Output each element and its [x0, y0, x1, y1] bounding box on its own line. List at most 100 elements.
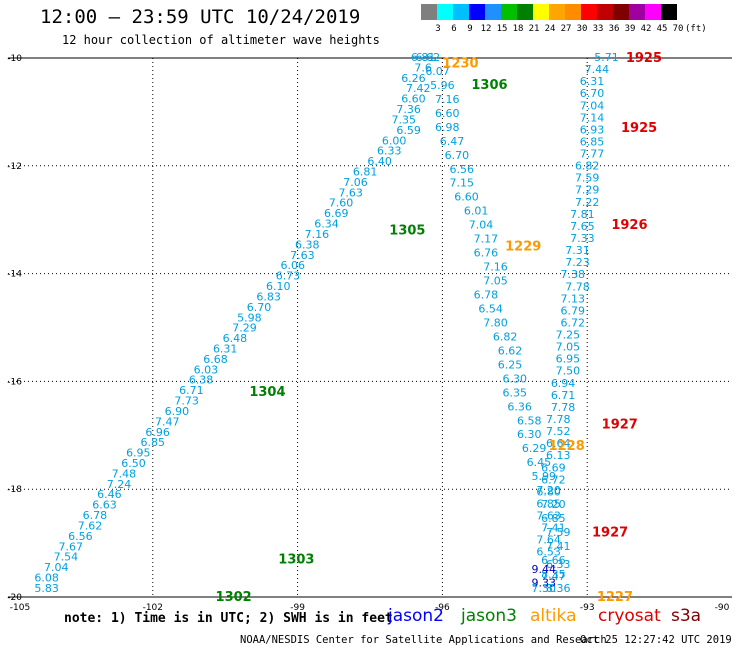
scale-label: (ft) [685, 24, 707, 34]
wave-height-label: 6.70 [580, 87, 605, 100]
x-tick-label: -102 [143, 603, 163, 613]
wave-height-label: 7.50 [556, 365, 581, 378]
wave-height-label: 6.90 [165, 405, 190, 418]
wave-height-label: 7.63 [290, 249, 315, 262]
wave-height-label: 7.30 [532, 582, 557, 595]
pass-time-label: 1303 [278, 552, 314, 567]
wave-height-label: 7.38 [560, 268, 585, 281]
wave-height-label: 6.60 [454, 191, 479, 204]
wave-height-label: 7.73 [174, 395, 199, 408]
wave-height-label: 6.66 [541, 554, 566, 567]
wave-height-label: 7.22 [575, 196, 600, 209]
wave-height-label: 7.16 [435, 93, 460, 106]
wave-height-label: 6.95 [126, 447, 151, 460]
wave-height-label: 7.59 [546, 526, 571, 539]
wave-height-label: 6.98 [435, 121, 460, 134]
x-tick-label: -99 [290, 603, 305, 613]
wave-height-label: 5.83 [34, 582, 59, 595]
scale-swatch [453, 4, 469, 20]
pass-time-label: 1304 [249, 385, 285, 400]
wave-height-label: 6.85 [536, 497, 561, 510]
wave-height-label: 7.65 [570, 220, 595, 233]
scale-label: 45 [656, 24, 668, 34]
wave-height-label: 6.03 [194, 363, 219, 376]
pass-time-label: 1229 [505, 240, 541, 255]
wave-height-label: 6.60 [435, 107, 460, 120]
credit-line: NOAA/NESDIS Center for Satellite Applica… [240, 634, 607, 646]
wave-height-label: 7.78 [551, 401, 576, 414]
scale-label: 15 [496, 24, 508, 34]
legend-jason2: jason2 [388, 606, 444, 626]
footer-note: note: 1) Time is in UTC; 2) SWH is in fe… [64, 611, 393, 626]
wave-height-label: 7.16 [483, 261, 508, 274]
wave-height-label: 7.77 [580, 148, 605, 161]
wave-height-label: 6.54 [478, 302, 503, 315]
wave-height-label: 6.78 [83, 509, 108, 522]
scale-label: 12 [480, 24, 492, 34]
wave-height-label: 7.05 [556, 341, 581, 354]
y-tick-label: -18 [7, 485, 22, 495]
wave-height-label: 6.38 [295, 238, 320, 251]
pass-time-label: 1305 [389, 223, 425, 238]
wave-height-label: 7.13 [560, 292, 585, 305]
wave-height-label: 6.47 [440, 135, 465, 148]
wave-height-label: 7.47 [541, 570, 566, 583]
y-tick-label: -12 [7, 162, 22, 172]
chart-subtitle: 12 hour collection of altimeter wave hei… [62, 33, 380, 47]
wave-height-label: 7.23 [565, 256, 590, 269]
scale-label: 24 [544, 24, 556, 34]
wave-height-label: 6.50 [121, 457, 146, 470]
wave-height-label: 6.33 [377, 145, 402, 158]
wave-height-label: 7.41 [541, 522, 566, 535]
pass-time-label: 1306 [471, 78, 507, 93]
x-tick-label: -90 [715, 603, 730, 613]
pass-time-label: 1927 [592, 525, 628, 540]
wave-height-label: 6.82 [493, 330, 518, 343]
wave-height-label: 7.67 [58, 540, 83, 553]
wave-height-label: 7.80 [483, 316, 508, 329]
wave-height-label: 7.04 [469, 219, 494, 232]
wave-height-label: 5.96 [430, 79, 455, 92]
wave-height-label: 7.59 [575, 172, 600, 185]
wave-height-label: 6.31 [580, 75, 605, 88]
wave-height-label: 6.56 [68, 530, 93, 543]
scale-label: 3 [435, 24, 441, 34]
wave-height-label: 6.35 [503, 386, 528, 399]
wave-height-label: 7.14 [580, 111, 605, 124]
scale-label: 30 [576, 24, 588, 34]
scale-swatch [469, 4, 485, 20]
chart-title: 12:00 – 23:59 UTC 10/24/2019 [40, 6, 361, 28]
scale-swatch [549, 4, 565, 20]
wave-height-label: 6.72 [541, 473, 566, 486]
scale-swatch [437, 4, 453, 20]
wave-height-label: 6.25 [498, 358, 523, 371]
wave-height-label: 6.72 [560, 316, 585, 329]
wave-height-label: 7.62 [78, 519, 103, 532]
wave-height-label: 8.36 [546, 582, 571, 595]
scale-swatch [517, 4, 533, 20]
scale-swatch [485, 4, 501, 20]
x-tick-label: -93 [580, 603, 595, 613]
y-tick-label: -16 [7, 377, 22, 387]
wave-height-label: 7.64 [536, 534, 561, 547]
wave-height-label: 7.33 [570, 232, 595, 245]
legend-cryosat: cryosat [598, 606, 661, 626]
wave-height-label: 6.01 [464, 205, 489, 218]
wave-height-label: 6.58 [517, 414, 542, 427]
wave-height-label: 5.98 [237, 311, 262, 324]
x-tick-label: -96 [435, 603, 450, 613]
wave-height-label: 6.96 [145, 426, 170, 439]
wave-height-label: 6.07 [425, 65, 450, 78]
legend-jason3: jason3 [461, 606, 517, 626]
wave-height-label: 6.62 [416, 51, 441, 64]
wave-height-label: 6.73 [276, 270, 301, 283]
wave-height-label: 6.85 [141, 436, 166, 449]
scale-label: 9 [467, 24, 473, 34]
scale-swatch [501, 4, 517, 20]
wave-height-label: 7.31 [565, 244, 590, 257]
wave-height-label: 6.80 [536, 485, 561, 498]
wave-height-label: 6.26 [401, 72, 426, 85]
wave-height-label: 6.34 [314, 218, 339, 231]
wave-height-label: 6.64 [546, 437, 571, 450]
wave-height-label: 7.6 [414, 61, 432, 74]
